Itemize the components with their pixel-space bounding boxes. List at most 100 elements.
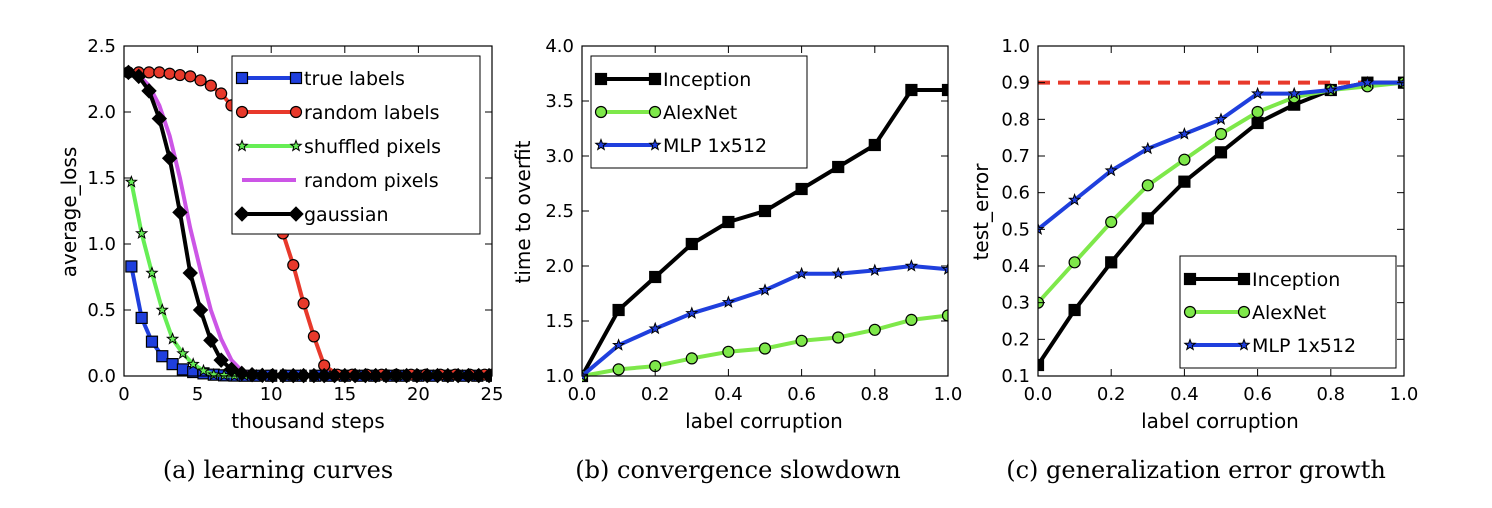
x-tick-label: 0 <box>118 384 129 405</box>
y-tick-label: 1.0 <box>87 234 116 255</box>
data-point <box>612 303 625 317</box>
data-point <box>131 68 147 85</box>
data-point <box>1177 127 1191 140</box>
legend-entry: MLP 1x512 <box>594 135 767 157</box>
y-tick-label: 0.9 <box>1001 73 1030 94</box>
data-point <box>161 150 178 166</box>
data-point <box>1397 75 1404 89</box>
x-tick-label: 0.2 <box>641 384 670 405</box>
plot-area: 0 5 10 15 20 25 0.0 0.5 1.0 1.5 2.0 2.5 <box>87 36 503 405</box>
data-point <box>166 358 179 371</box>
x-tick-label: 0.6 <box>787 384 816 405</box>
data-point <box>151 110 168 127</box>
legend-marker <box>1237 305 1251 319</box>
x-tick-label: 5 <box>192 384 203 405</box>
data-point <box>868 263 882 277</box>
series-alexnet <box>582 309 948 383</box>
panel-generalization-error-growth: 0.0 0.2 0.4 0.6 0.8 1.0 0.1 0.2 0.3 0.4 0.5 0.6 0.7 0… <box>969 36 1418 484</box>
data-point <box>904 259 918 272</box>
x-tick-label: 0.8 <box>860 384 889 405</box>
legend-label: shuffled pixels <box>304 136 441 158</box>
y-tick-label: 0.5 <box>87 300 116 321</box>
caption-b: (b) convergence slowdown <box>575 456 900 484</box>
legend-entry: MLP 1x512 <box>1183 335 1356 357</box>
legend-label: MLP 1x512 <box>1252 335 1356 357</box>
data-point <box>155 303 169 316</box>
series-inception <box>582 83 948 383</box>
data-point <box>1214 112 1228 125</box>
data-point <box>165 332 180 345</box>
data-point <box>156 350 169 363</box>
data-point <box>1360 75 1374 89</box>
legend-label: AlexNet <box>1252 302 1326 324</box>
data-point <box>203 332 219 349</box>
x-tick-label: 0.4 <box>1170 384 1199 405</box>
data-point <box>795 334 808 347</box>
data-point <box>173 68 187 82</box>
data-point <box>186 357 200 370</box>
legend-marker <box>235 105 249 119</box>
legend-marker <box>289 71 303 85</box>
y-tick-label: 2.0 <box>545 256 574 277</box>
legend-label: AlexNet <box>663 102 737 124</box>
legend-entry: AlexNet <box>594 102 737 124</box>
data-point <box>1251 105 1264 119</box>
data-point <box>124 175 138 188</box>
ylabel-a: average_loss <box>57 147 81 278</box>
legend-marker <box>235 71 249 85</box>
data-point <box>1105 256 1118 269</box>
data-point <box>832 160 845 174</box>
legend-entry: AlexNet <box>1183 302 1326 324</box>
data-point <box>172 204 188 221</box>
legend-marker <box>1183 305 1197 319</box>
y-tick-label: 0.1 <box>1001 366 1030 387</box>
data-point <box>649 270 662 284</box>
data-point <box>1141 212 1154 225</box>
legend-label: Inception <box>663 69 751 91</box>
x-tick-label: 20 <box>407 384 430 405</box>
y-tick-label: 2.0 <box>87 102 116 123</box>
legend-marker <box>648 72 662 86</box>
data-point <box>685 306 699 319</box>
data-point <box>213 352 229 368</box>
y-tick-label: 0.4 <box>1001 256 1030 277</box>
y-tick-label: 0.7 <box>1001 146 1030 167</box>
legend-marker <box>1183 338 1197 351</box>
data-point <box>176 363 189 376</box>
x-tick-label: 0.0 <box>1024 384 1053 405</box>
x-tick-label: 1.0 <box>934 384 963 405</box>
y-tick-label: 4.0 <box>545 36 574 57</box>
y-tick-label: 0.0 <box>87 366 116 387</box>
xlabel-a: thousand steps <box>231 409 385 433</box>
x-tick-label: 0.4 <box>714 384 743 405</box>
data-point <box>941 309 948 322</box>
legend-marker <box>648 105 662 119</box>
data-point <box>1324 83 1338 96</box>
data-point <box>287 259 300 272</box>
data-point <box>204 79 217 92</box>
data-point <box>1068 256 1081 269</box>
panel-convergence-slowdown: 0.0 0.2 0.4 0.6 0.8 1.01.01.52.02.53.03.54.0 … <box>511 36 962 484</box>
y-tick-label: 0.5 <box>1001 219 1030 240</box>
series-true-labels <box>125 260 492 382</box>
data-point <box>135 226 149 240</box>
legend-marker <box>648 138 662 151</box>
legend-marker <box>288 206 304 222</box>
legend-marker <box>289 139 303 152</box>
axes-frame <box>123 45 493 377</box>
y-tick-label: 0.8 <box>1001 109 1030 130</box>
data-point <box>182 265 198 281</box>
data-point <box>135 311 148 325</box>
data-point <box>1251 116 1264 130</box>
y-tick-label: 1.5 <box>87 168 116 189</box>
data-point <box>1251 86 1265 100</box>
legend-label: random labels <box>304 102 440 124</box>
data-point <box>832 331 845 344</box>
data-point <box>125 260 138 273</box>
legend-entry: true labels <box>235 68 405 90</box>
data-point <box>1068 193 1082 206</box>
x-tick-label: 0.8 <box>1316 384 1345 405</box>
y-tick-label: 2.5 <box>87 36 116 57</box>
data-point <box>722 215 735 229</box>
x-tick-label: 0.6 <box>1243 384 1272 405</box>
